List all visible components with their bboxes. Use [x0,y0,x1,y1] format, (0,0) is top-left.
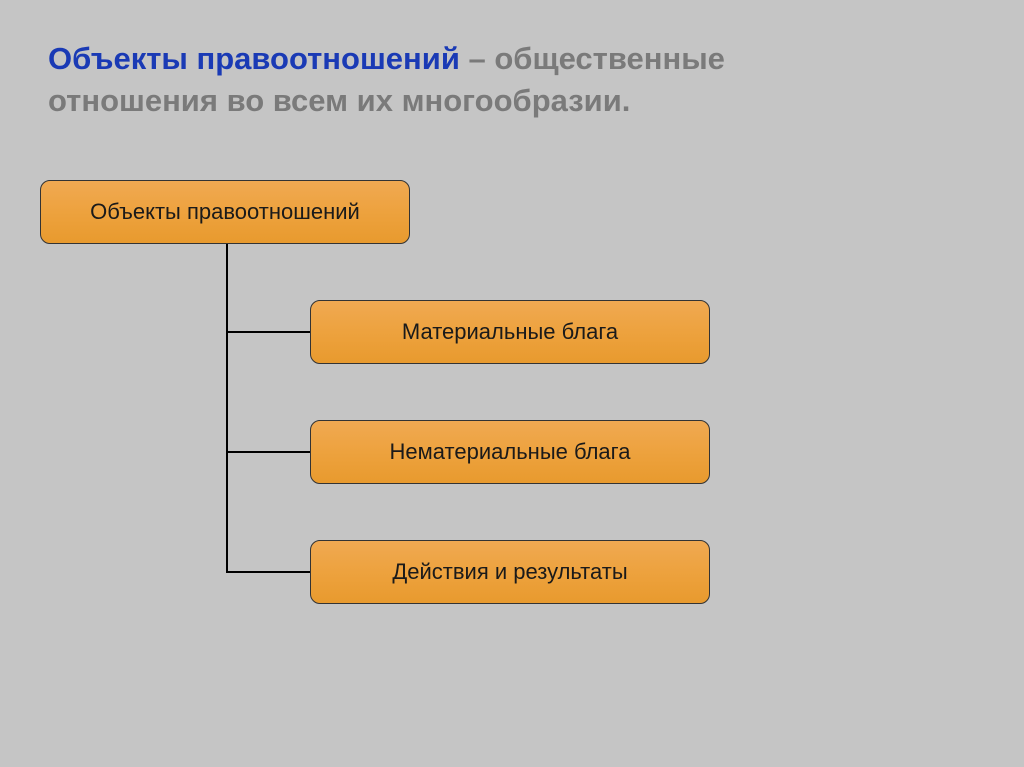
connector-horizontal-2 [226,451,310,453]
title-container: Объекты правоотношений – общественные от… [0,0,1024,122]
title-normal-2: отношения во всем их многообразии. [48,83,630,118]
connector-horizontal-3 [226,571,310,573]
node-child-1: Материальные блага [310,300,710,364]
connector-vertical [226,242,228,571]
node-root-label: Объекты правоотношений [90,199,360,224]
title-line-2: отношения во всем их многообразии. [48,80,984,122]
node-child-2: Нематериальные блага [310,420,710,484]
connector-horizontal-1 [226,331,310,333]
node-child-3: Действия и результаты [310,540,710,604]
node-child-3-label: Действия и результаты [392,559,627,584]
title-line-1: Объекты правоотношений – общественные [48,38,984,80]
node-child-1-label: Материальные блага [402,319,618,344]
node-child-2-label: Нематериальные блага [390,439,631,464]
node-root: Объекты правоотношений [40,180,410,244]
title-highlight: Объекты правоотношений [48,41,460,76]
title-normal-1: – общественные [460,41,725,76]
